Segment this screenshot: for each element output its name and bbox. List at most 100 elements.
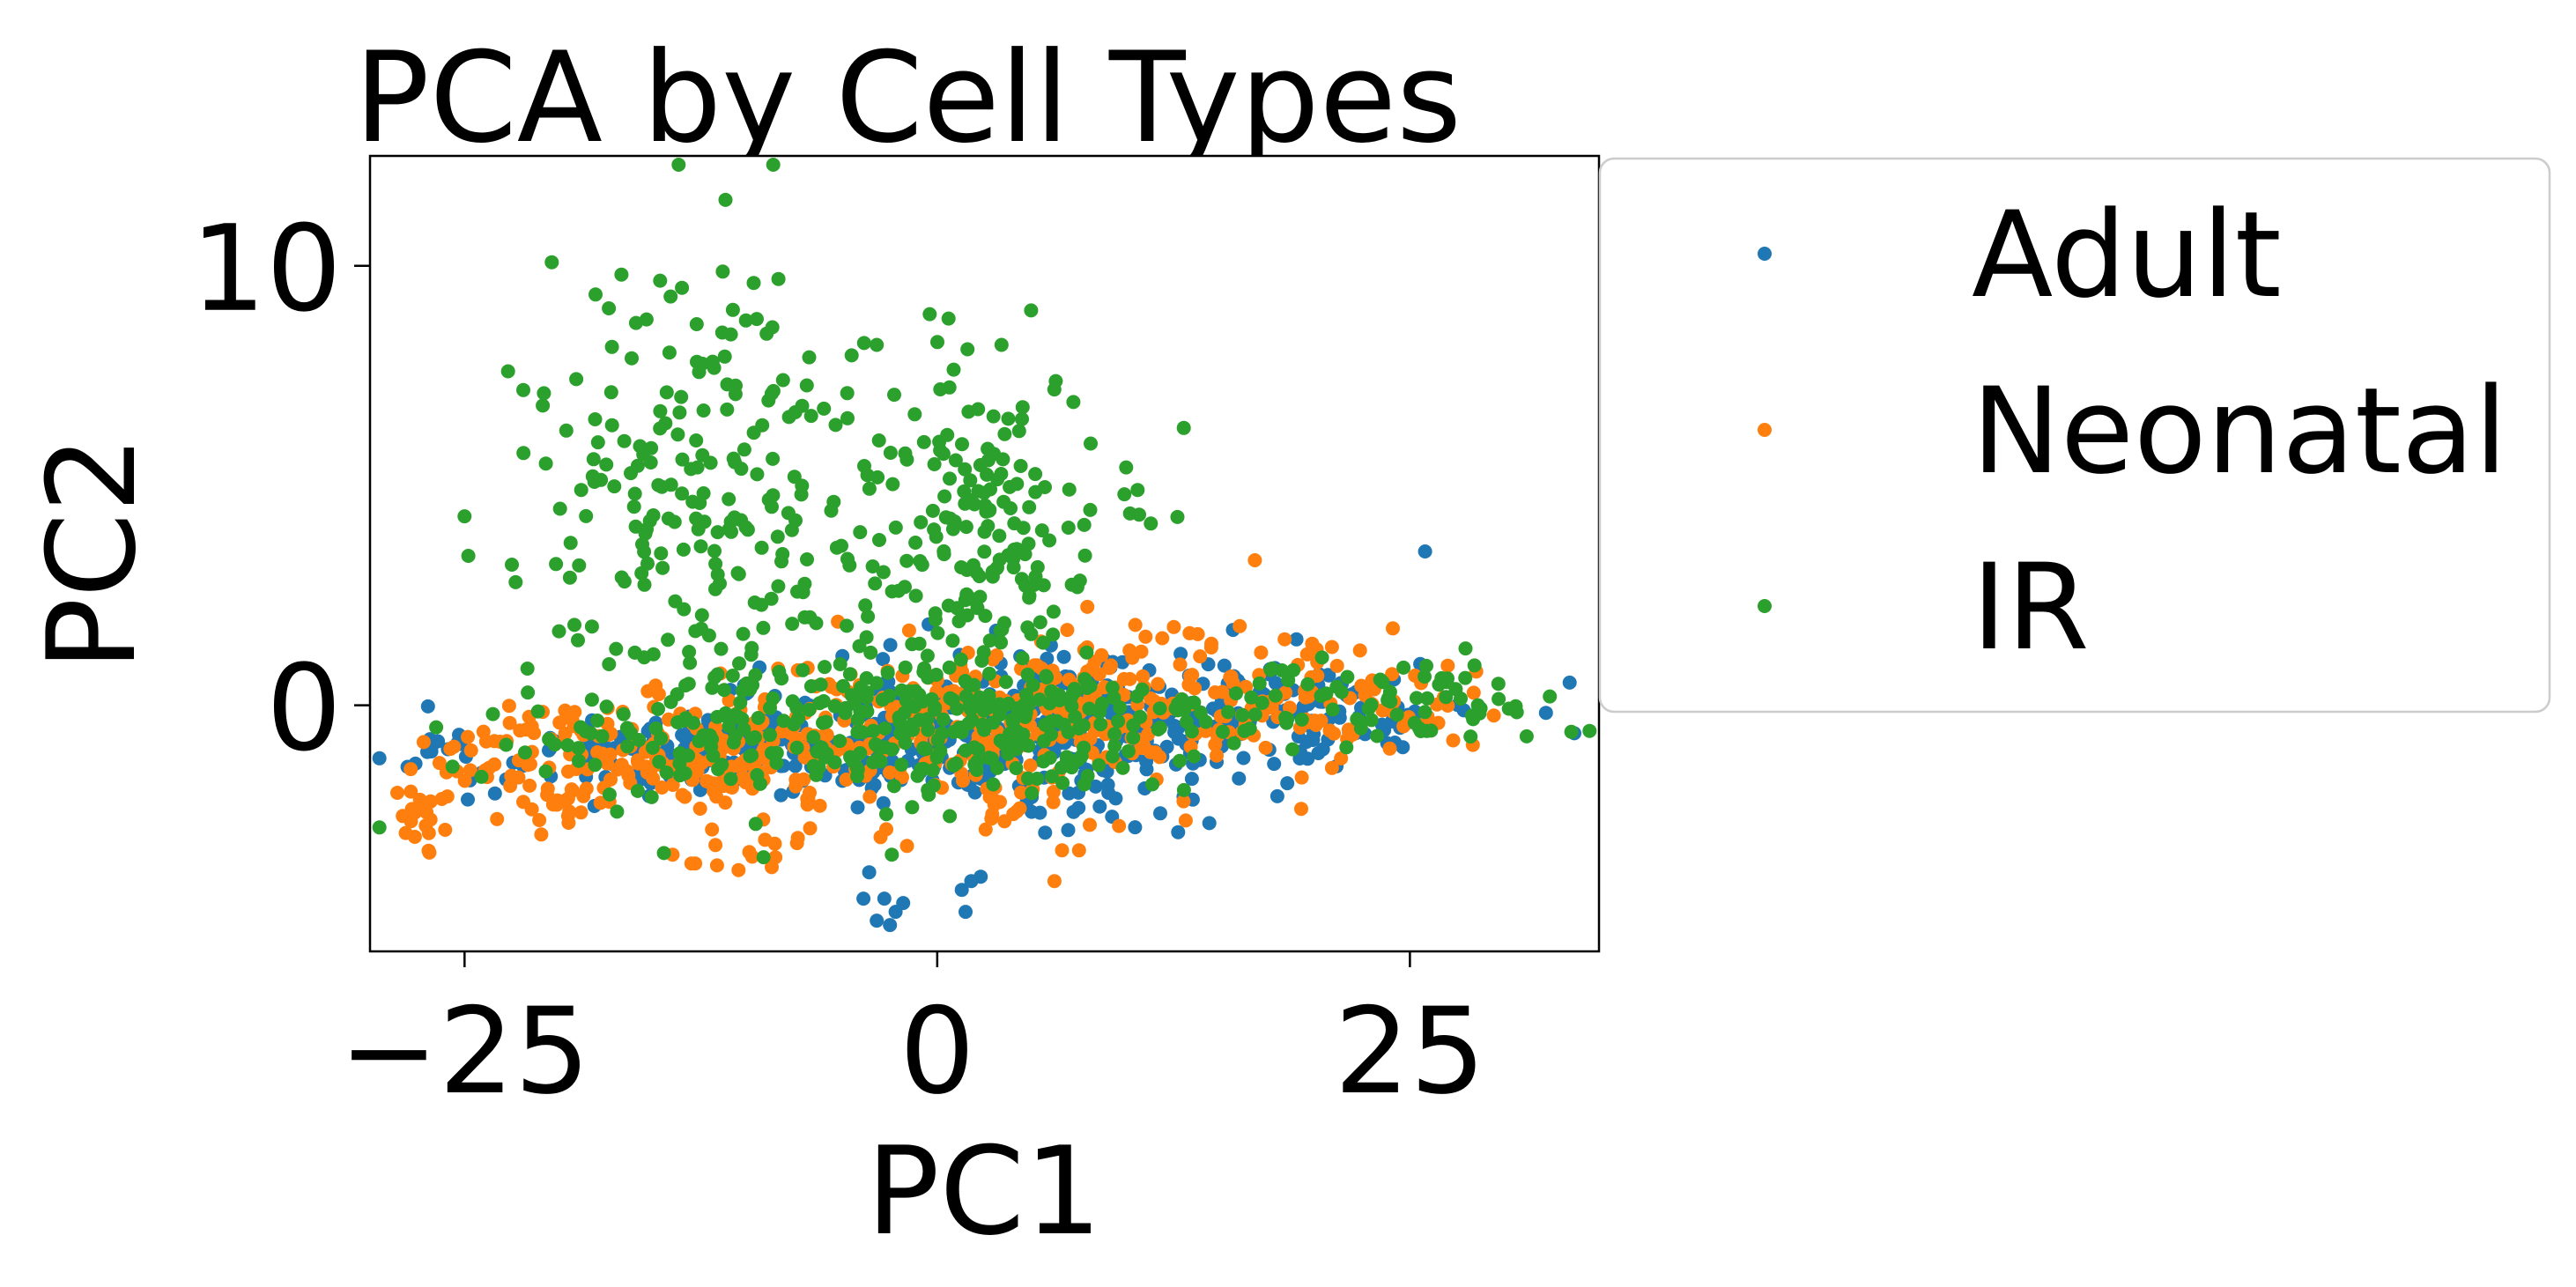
point-ir [744, 647, 759, 662]
point-ir [602, 787, 617, 802]
point-ir [977, 524, 992, 539]
point-ir [579, 508, 594, 523]
point-ir [595, 729, 610, 743]
point-neonatal [631, 756, 646, 771]
point-adult [876, 652, 891, 667]
point-neonatal [1466, 685, 1481, 700]
point-ir [981, 692, 996, 706]
point-ir [870, 738, 885, 753]
point-ir [1006, 551, 1021, 566]
point-neonatal [1215, 684, 1230, 699]
point-ir [718, 708, 733, 723]
point-neonatal [390, 786, 404, 800]
point-ir [1339, 740, 1354, 755]
y-axis-label: PC2 [21, 435, 163, 670]
y-axis: 0 10 [190, 200, 370, 778]
point-neonatal [579, 781, 594, 796]
point-adult [877, 891, 892, 906]
point-ir [720, 402, 735, 417]
point-neonatal [788, 773, 803, 787]
point-ir [627, 486, 642, 501]
point-ir [1018, 547, 1033, 562]
point-ir [927, 457, 942, 471]
point-ir [1268, 688, 1283, 703]
point-ir [854, 680, 868, 695]
point-ir [925, 503, 940, 518]
point-neonatal [1055, 843, 1070, 858]
point-ir [1042, 533, 1057, 548]
point-ir [871, 433, 886, 447]
legend-marker-adult [1758, 247, 1772, 261]
point-ir [1184, 724, 1199, 739]
point-ir [940, 427, 955, 442]
point-adult [1033, 805, 1047, 820]
point-neonatal [1486, 708, 1501, 723]
point-ir [736, 626, 751, 641]
point-ir [1016, 521, 1031, 536]
point-ir [646, 647, 661, 662]
point-neonatal [501, 699, 516, 714]
point-ir [1015, 651, 1030, 666]
point-ir [714, 758, 729, 773]
point-ir [921, 722, 936, 737]
point-ir [1013, 459, 1028, 473]
point-ir [1126, 730, 1141, 745]
point-neonatal [1152, 750, 1167, 765]
point-ir [787, 470, 802, 484]
point-ir [886, 779, 901, 794]
point-adult [461, 792, 475, 807]
point-ir [986, 409, 1001, 424]
point-ir [941, 311, 956, 326]
point-neonatal [862, 789, 877, 804]
point-ir [594, 472, 609, 487]
point-neonatal [738, 775, 753, 790]
point-ir [571, 632, 585, 647]
point-neonatal [1112, 818, 1127, 833]
legend-label-neonatal: Neonatal [1972, 362, 2507, 500]
point-ir [1083, 678, 1098, 693]
point-ir [1173, 753, 1188, 768]
point-ir [1458, 670, 1473, 685]
point-ir [863, 645, 878, 660]
point-neonatal [1385, 667, 1400, 682]
point-ir [1543, 689, 1558, 704]
point-ir [1011, 424, 1026, 439]
point-neonatal [560, 809, 575, 824]
point-neonatal [839, 773, 854, 787]
point-ir [766, 158, 781, 172]
legend-marker-ir [1758, 599, 1772, 613]
point-ir [970, 601, 985, 616]
point-neonatal [1208, 737, 1223, 752]
point-ir [853, 746, 868, 760]
point-neonatal [490, 811, 505, 826]
point-ir [1042, 696, 1057, 711]
point-adult [1236, 751, 1251, 766]
point-ir [983, 482, 997, 497]
point-ir [549, 557, 564, 572]
point-ir [927, 522, 942, 537]
point-ir [656, 846, 671, 861]
point-ir [562, 570, 577, 585]
point-ir [604, 418, 619, 433]
point-ir [945, 633, 960, 648]
point-ir [844, 348, 859, 363]
point-ir [746, 425, 761, 440]
point-ir [771, 579, 786, 594]
point-neonatal [731, 862, 746, 877]
point-neonatal [640, 684, 655, 699]
point-ir [769, 756, 784, 770]
point-adult [862, 865, 877, 880]
point-ir [924, 692, 939, 706]
point-ir [789, 700, 804, 715]
point-ir [1314, 688, 1329, 703]
point-ir [994, 337, 1009, 352]
point-ir [1382, 684, 1397, 699]
point-ir [774, 671, 789, 686]
point-neonatal [614, 758, 629, 773]
point-ir [936, 547, 951, 562]
point-ir [803, 409, 818, 424]
point-ir [959, 563, 974, 577]
point-ir [943, 809, 958, 824]
point-ir [905, 800, 920, 815]
point-neonatal [1047, 874, 1062, 889]
